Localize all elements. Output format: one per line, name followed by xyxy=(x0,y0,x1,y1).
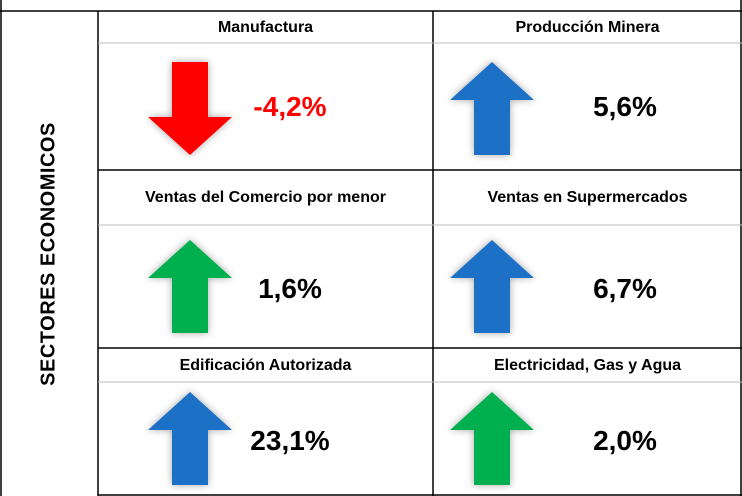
cell-title: Electricidad, Gas y Agua xyxy=(493,356,682,374)
cell-value: 2,0% xyxy=(593,425,657,456)
arrow-down xyxy=(148,62,232,155)
cell-value: 6,7% xyxy=(593,273,657,304)
arrow-up xyxy=(148,240,232,333)
cell-value: 23,1% xyxy=(250,425,330,456)
side-label: SECTORES ECONOMICOS xyxy=(37,122,60,386)
cell-title: Ventas en Supermercados xyxy=(487,189,688,206)
arrow-up xyxy=(450,62,534,155)
cell-value: 1,6% xyxy=(258,273,322,304)
cell-value: -4,2% xyxy=(253,91,327,122)
cell-title: Manufactura xyxy=(217,18,314,36)
arrow-up xyxy=(450,240,534,333)
header-lines xyxy=(98,42,742,383)
cell-title: Ventas del Comercio por menor xyxy=(145,189,386,206)
arrow-up xyxy=(148,392,232,485)
cell-title: Edificación Autorizada xyxy=(179,356,352,374)
cell-value: 5,6% xyxy=(593,91,657,122)
arrow-up xyxy=(450,392,534,485)
cell-title: Producción Minera xyxy=(515,18,660,36)
